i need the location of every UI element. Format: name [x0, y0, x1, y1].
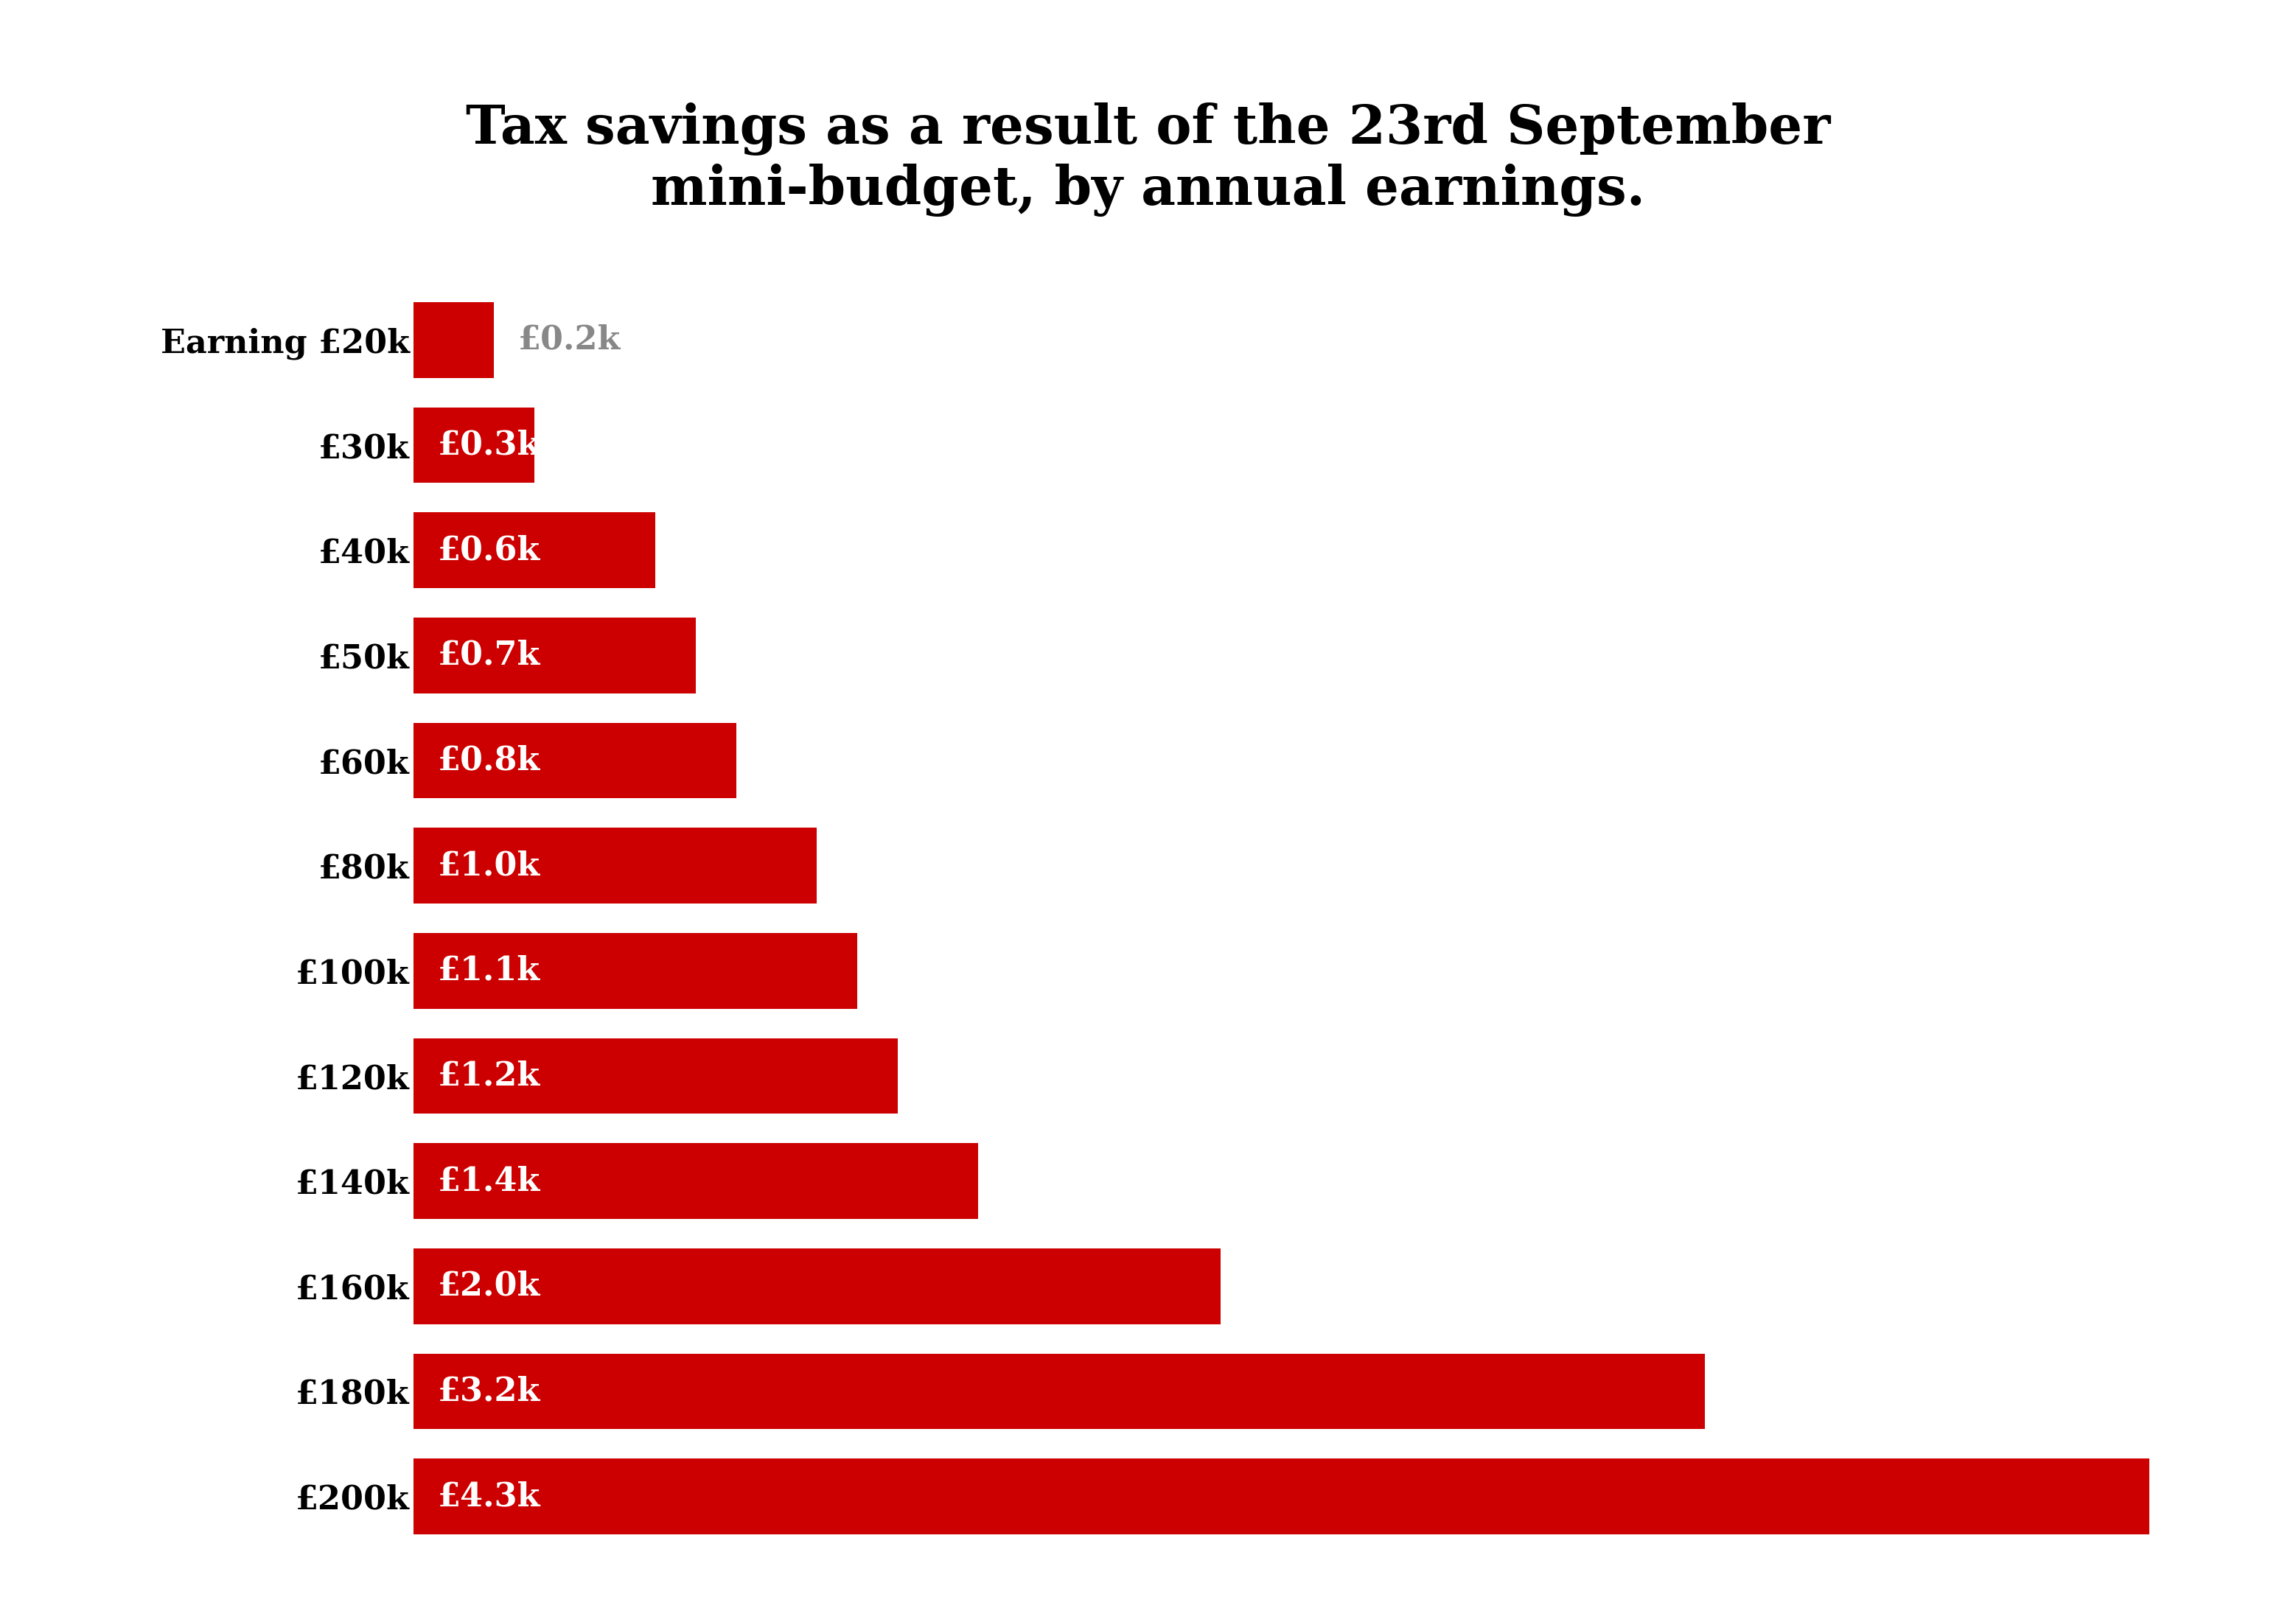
Bar [413, 933, 856, 1009]
Text: £1.2k: £1.2k [439, 1060, 540, 1092]
Text: £4.3k: £4.3k [439, 1480, 540, 1512]
Bar [413, 513, 654, 588]
Text: £0.3k: £0.3k [439, 430, 540, 462]
Text: £2.0k: £2.0k [439, 1270, 540, 1302]
Bar [413, 1143, 978, 1219]
Text: £1.4k: £1.4k [439, 1166, 540, 1198]
Text: £0.8k: £0.8k [439, 744, 540, 776]
Text: £3.2k: £3.2k [439, 1375, 540, 1407]
Text: Tax savings as a result of the 23rd September
mini-budget, by annual earnings.: Tax savings as a result of the 23rd Sept… [466, 102, 1830, 217]
Bar [413, 407, 535, 482]
Bar [413, 1458, 2149, 1535]
Bar [413, 618, 696, 693]
Text: £0.6k: £0.6k [439, 535, 540, 567]
Bar [413, 302, 494, 378]
Text: £1.0k: £1.0k [439, 850, 540, 882]
Bar [413, 1038, 898, 1113]
Bar [413, 827, 817, 904]
Bar [413, 723, 737, 798]
Bar [413, 1249, 1221, 1324]
Text: £1.1k: £1.1k [439, 955, 540, 987]
Text: £0.2k: £0.2k [519, 324, 620, 356]
Text: £0.7k: £0.7k [439, 639, 540, 671]
Bar [413, 1354, 1706, 1429]
